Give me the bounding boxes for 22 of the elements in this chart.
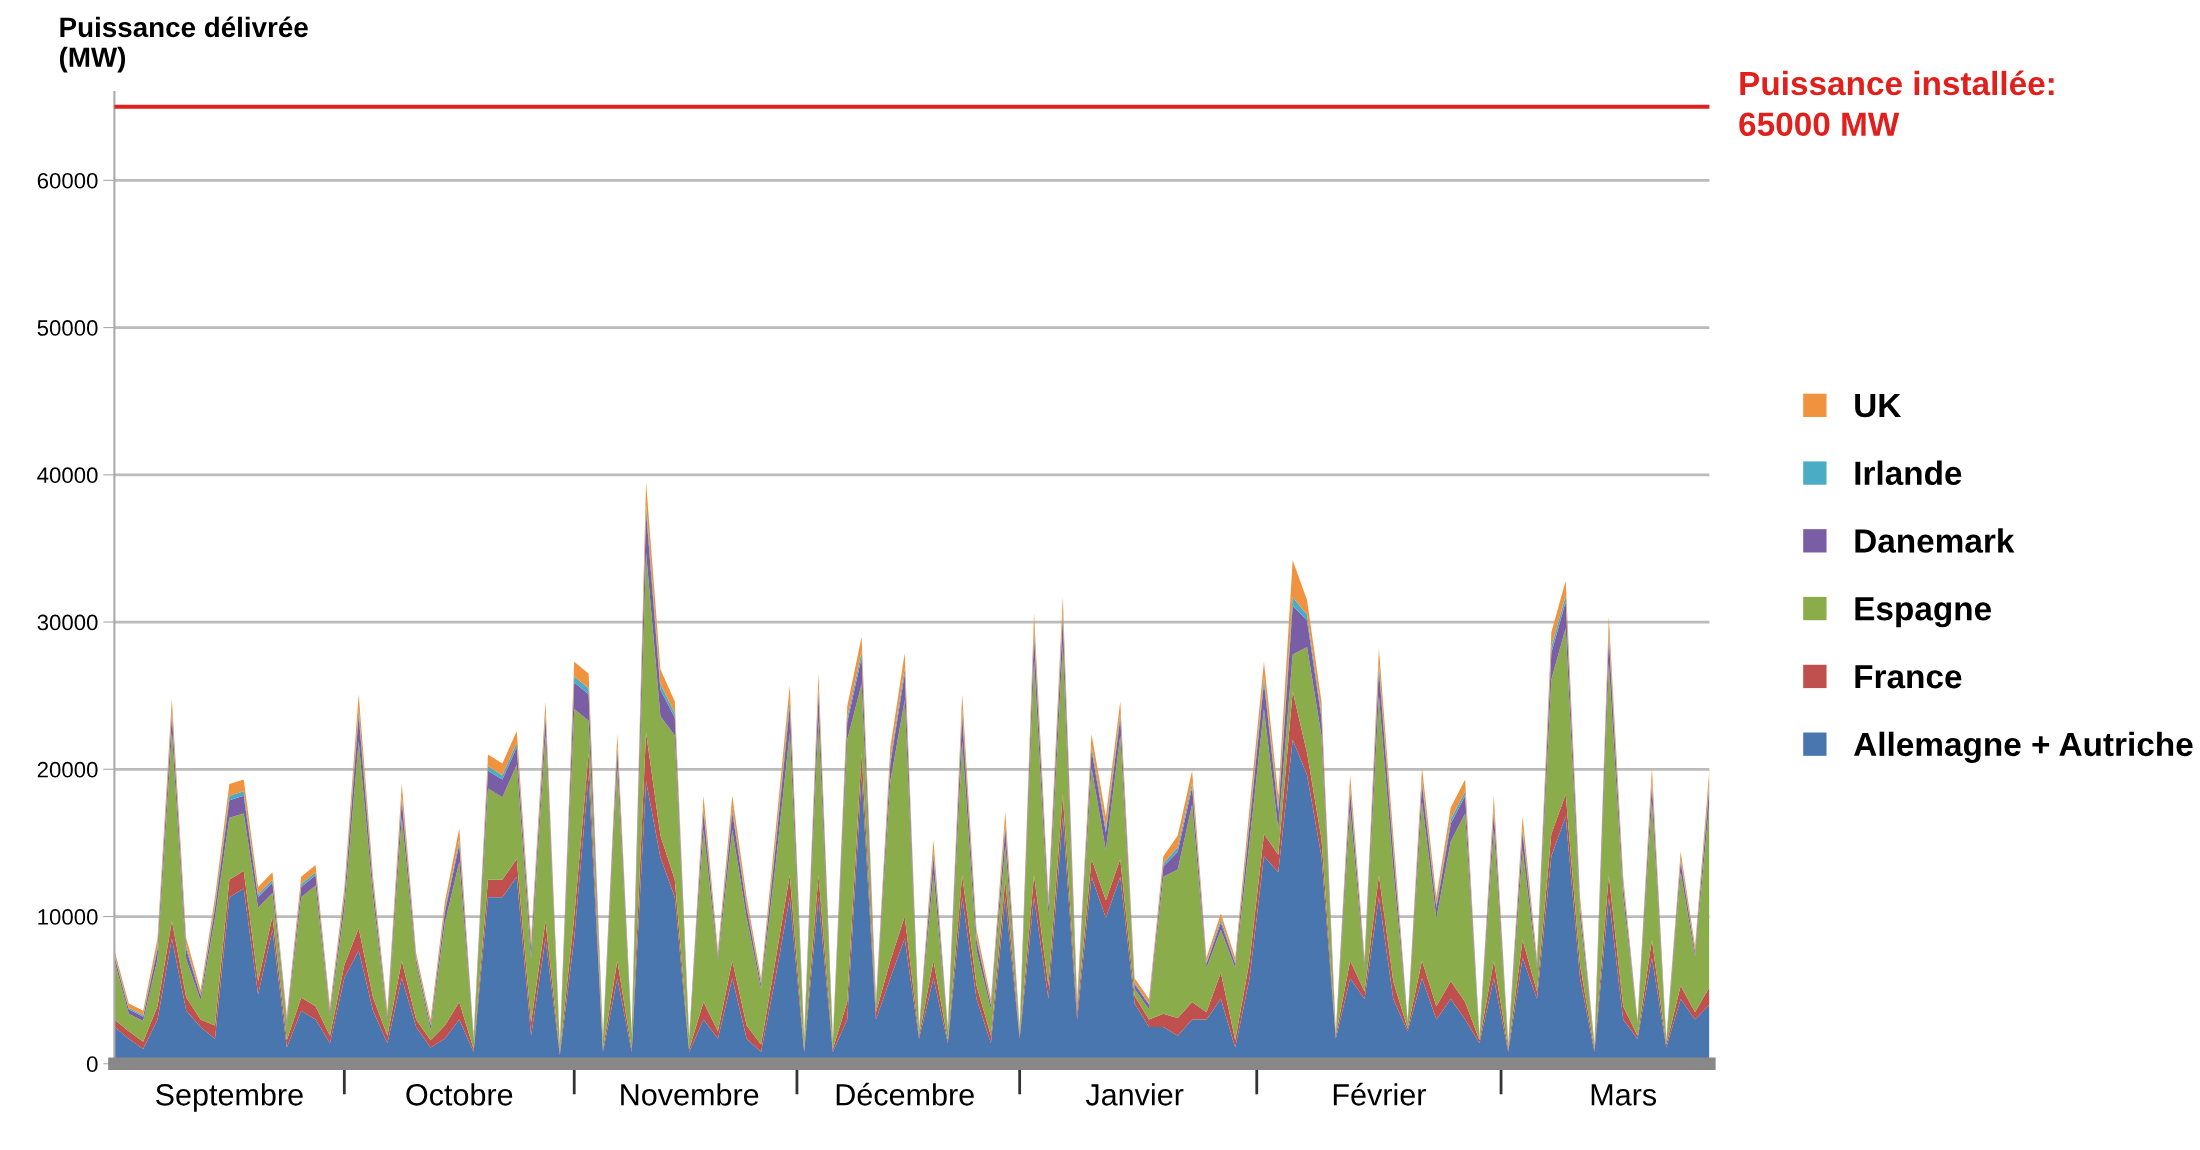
y-tick-label: 40000 [37, 467, 98, 484]
legend-label: France [1855, 665, 1962, 689]
y-axis-title: Puissance délivrée (MW) [59, 16, 308, 73]
x-tick-label: Février [1333, 1082, 1426, 1106]
x-tick-label: Janvier [1085, 1083, 1184, 1106]
legend-label: Danemark [1855, 528, 2015, 553]
y-tick-label: 50000 [37, 320, 98, 336]
legend-label: Espagne [1855, 597, 1991, 628]
x-tick-label: Mars [1591, 1084, 1657, 1106]
y-tick-label: 30000 [37, 614, 98, 631]
legend-label: Irlande [1855, 460, 1962, 486]
y-tick-label: 0 [86, 1056, 98, 1073]
y-tick-label: 20000 [37, 761, 98, 778]
y-tick-label: 10000 [38, 909, 98, 925]
x-tick-label: Octobre [406, 1083, 513, 1106]
y-tick-label: 60000 [37, 172, 98, 189]
legend-label: Allemagne + Autriche [1854, 731, 2193, 763]
x-tick-label: Septembre [156, 1083, 303, 1112]
ref-line-label: Puissance installée: 65000 MW [1739, 70, 2054, 137]
x-tick-label: Décembre [836, 1082, 974, 1106]
x-tick-label: Novembre [621, 1083, 759, 1106]
legend-label: UK [1855, 394, 1902, 418]
